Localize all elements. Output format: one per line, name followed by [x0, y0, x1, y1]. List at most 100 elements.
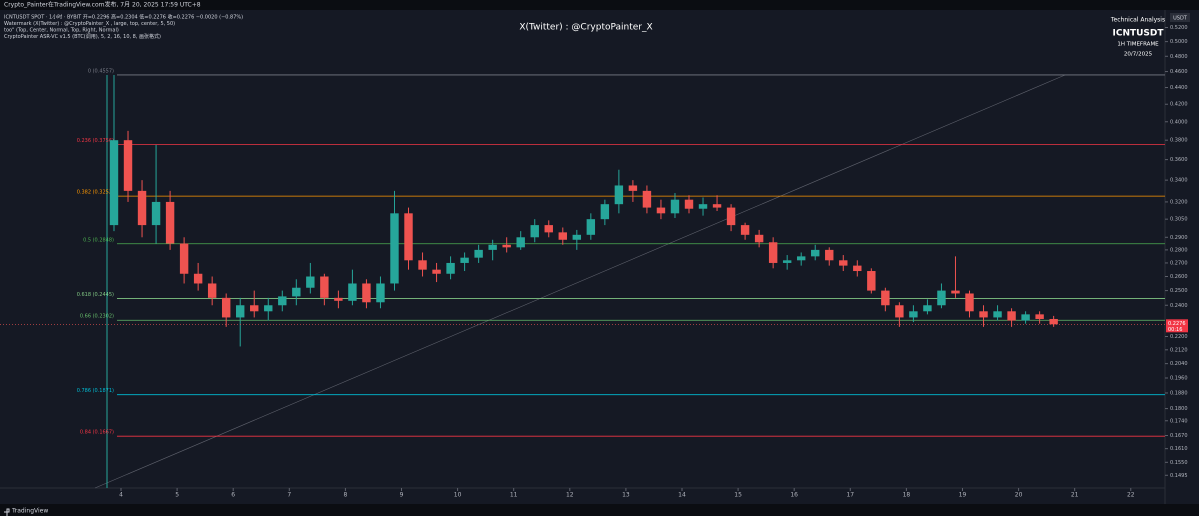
x-tick-label: 20 — [1015, 492, 1023, 499]
brand: TradingView — [11, 508, 48, 515]
candle-body — [236, 305, 245, 318]
candle-body — [993, 311, 1002, 318]
x-tick-label: 12 — [566, 492, 574, 499]
candle-body — [867, 271, 876, 291]
candle-body — [376, 283, 385, 303]
x-tick-label: 10 — [454, 492, 462, 499]
x-tick-label: 6 — [231, 492, 235, 499]
candle-body — [839, 260, 848, 266]
y-tick-label: 0.2800 — [1170, 247, 1188, 253]
candle-body — [446, 262, 455, 274]
candle-body — [740, 225, 750, 235]
y-tick-label: 0.4200 — [1170, 102, 1188, 108]
candle-body — [979, 311, 988, 318]
candle-body — [123, 140, 133, 191]
candle-body — [670, 199, 680, 214]
y-tick-label: 0.1495 — [1170, 473, 1188, 479]
y-tick-label: 0.3050 — [1170, 217, 1188, 223]
y-tick-label: 0.3800 — [1170, 138, 1188, 144]
y-tick-label: 0.5200 — [1170, 25, 1188, 31]
y-tick-label: 0.1880 — [1170, 390, 1188, 396]
unit-badge — [1170, 13, 1190, 22]
top-bar — [0, 0, 1199, 10]
info-line: 1H TIMEFRAME — [1117, 42, 1159, 48]
candle-body — [544, 225, 553, 233]
candle-body — [923, 305, 932, 312]
legend-line: CryptoPainter ASR-VC v1.5 (BTC(调用), 5, 2… — [4, 33, 161, 40]
y-tick-label: 0.3600 — [1170, 157, 1188, 163]
fib-label: 0.382 (0.3252) — [77, 190, 114, 196]
y-tick-label: 0.2600 — [1170, 274, 1188, 280]
fib-label: 0.618 (0.2445) — [77, 292, 114, 298]
trend-line — [94, 74, 1066, 489]
y-tick-label: 0.1670 — [1170, 433, 1188, 439]
y-tick-label: 0.4600 — [1170, 69, 1188, 75]
candle-body — [362, 283, 371, 303]
x-tick-label: 15 — [734, 492, 742, 499]
y-tick-label: 0.1800 — [1170, 406, 1188, 412]
candle-body — [895, 305, 904, 318]
price-tag-countdown: 00:16 — [1168, 327, 1182, 333]
candle-body — [628, 185, 638, 191]
y-tick-label: 0.3400 — [1170, 178, 1188, 184]
x-tick-label: 22 — [1127, 492, 1135, 499]
x-tick-label: 18 — [903, 492, 911, 499]
x-tick-label: 11 — [510, 492, 518, 499]
candle-body — [502, 244, 511, 248]
candle-body — [390, 213, 399, 284]
y-tick-label: 0.2700 — [1170, 260, 1188, 266]
y-tick-label: 0.1550 — [1170, 460, 1188, 466]
y-tick-label: 0.2500 — [1170, 288, 1188, 294]
x-tick-label: 16 — [790, 492, 798, 499]
candle-body — [137, 190, 147, 226]
candle-body — [264, 305, 273, 312]
candle-body — [432, 269, 441, 274]
candle-body — [572, 234, 582, 240]
candle-body — [1035, 314, 1044, 319]
candle-body — [334, 297, 343, 301]
legend-line: too" (Top, Center, Normal, Top, Right, N… — [4, 28, 119, 34]
candle-body — [348, 283, 357, 301]
candle-body — [530, 225, 539, 238]
candle-body — [754, 234, 764, 243]
candle-body — [909, 311, 918, 318]
candle-body — [151, 201, 161, 226]
candle-body — [726, 207, 736, 226]
x-tick-label: 8 — [343, 492, 347, 499]
price-tag-label: 0.2276 — [1168, 321, 1186, 327]
candle-body — [853, 265, 862, 272]
candle-body — [698, 204, 708, 209]
candle-body — [825, 249, 834, 261]
y-tick-label: 0.2900 — [1170, 235, 1188, 241]
fib-label: 0.84 (0.1667) — [80, 430, 114, 436]
candle-body — [1021, 314, 1030, 321]
y-tick-label: 0.4000 — [1170, 119, 1188, 125]
y-tick-label: 0.3200 — [1170, 199, 1188, 205]
candle-body — [320, 276, 329, 298]
candle-body — [404, 213, 413, 261]
candle-body — [600, 204, 610, 220]
watermark: X(Twitter) : @CryptoPainter_X — [519, 23, 652, 33]
plot: 0 (0.4557) 0.236 (0.3756) 0.382 (0.3252) 0.… — [77, 68, 1165, 437]
candle-body — [642, 190, 652, 208]
candle-body — [712, 204, 722, 208]
fib-label: 0 (0.4557) — [88, 68, 114, 74]
info-line: 20/7/2025 — [1124, 52, 1153, 58]
fib-label: 0.236 (0.3756) — [77, 138, 114, 144]
price-tag — [1166, 319, 1188, 333]
candle-body — [684, 199, 694, 209]
candle-body — [768, 242, 778, 263]
candle-body — [193, 273, 203, 284]
candle-body — [881, 290, 890, 306]
x-tick-label: 14 — [678, 492, 686, 499]
publisher: Crypto_Painter在TradingView.com发布, 7月 20,… — [4, 1, 201, 9]
y-unit: USDT — [1173, 16, 1188, 22]
candle-body — [165, 201, 175, 244]
candle-body — [474, 249, 483, 258]
legend: ICNTUSDT SPOT · 1小时 · BYBIT 开=0.2296 高=0… — [4, 14, 243, 41]
info-line: ICNTUSDT — [1112, 29, 1164, 39]
candle-body — [951, 290, 960, 294]
candle-body — [558, 232, 567, 240]
